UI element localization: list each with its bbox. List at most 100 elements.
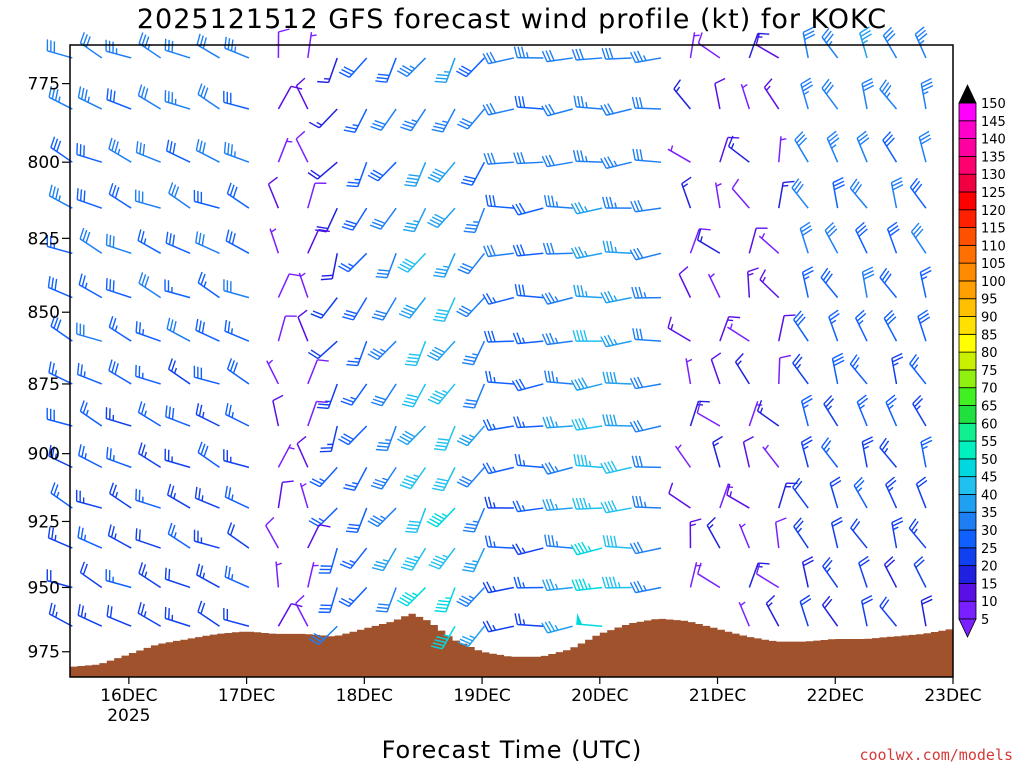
wind-barb-feather [374,478,386,484]
wind-barb-shaft [801,272,809,298]
wind-barb-feather [429,351,441,359]
wind-barb-shaft [223,618,250,627]
wind-barb [342,297,368,321]
wind-barb [601,576,632,589]
colorbar-tick-label: 150 [981,97,1006,112]
wind-barb-feather [482,582,489,593]
wind-barb-shaft [50,325,73,342]
wind-barb-shaft [792,362,809,385]
wind-barb [631,96,662,110]
wind-barb-shaft [349,547,368,569]
colorbar-tick-label: 105 [981,257,1006,272]
wind-barb-half-feather [858,319,864,325]
wind-barb-half-feather [584,206,588,212]
wind-barb-feather [514,613,519,625]
wind-barb [307,228,330,254]
wind-barb-feather [609,371,614,384]
wind-barb-shaft [386,57,397,83]
wind-barb [511,378,544,392]
wind-barb-half-feather [677,444,682,450]
wind-barb-feather [105,233,108,246]
wind-barb-half-feather [888,404,894,410]
wind-barb-feather [408,174,420,177]
y-tick-label: 850 [28,303,60,323]
wind-barb-shaft [850,527,868,549]
wind-barb-feather [108,137,113,150]
wind-barb-half-feather [919,39,925,45]
wind-barb [76,362,103,385]
wind-barb-shaft [413,207,427,232]
wind-barb-half-feather [588,502,592,509]
wind-barb-shaft [885,484,898,509]
wind-barb-feather [514,453,519,466]
wind-barb-shaft [225,496,250,509]
wind-barb-shaft [748,401,759,427]
colorbar-box [958,440,977,460]
wind-barb-feather [456,440,468,447]
wind-barb-feather [860,29,871,38]
wind-barb-shaft [910,231,927,254]
wind-barb-feather [578,578,585,590]
wind-barb-feather [482,463,490,474]
wind-barb-shaft [697,239,721,254]
wind-barb-feather [433,125,445,130]
wind-barb-shaft [194,376,220,385]
wind-barb [542,416,573,429]
wind-barb-feather [520,152,526,164]
wind-barb-half-feather [114,491,119,498]
wind-barb-shaft [794,139,809,163]
wind-barb-shaft [76,153,103,163]
wind-barb-feather [338,438,349,446]
wind-barb-feather [821,437,830,448]
wind-barb-feather [800,598,812,606]
wind-barb-feather [800,77,812,85]
wind-barb-feather [112,280,115,292]
wind-barb-feather [76,188,79,200]
wind-barb-feather [47,276,51,288]
wind-barb-feather [606,240,610,253]
wind-barb-feather [486,103,493,115]
wind-barb [799,221,813,254]
wind-barb [428,547,456,570]
wind-barb-shaft [738,523,751,549]
wind-barb-shaft [879,88,898,110]
wind-barb-feather [862,81,874,88]
wind-barb-feather [486,245,493,257]
wind-barb-feather [311,635,322,643]
wind-barb-shaft [307,359,319,385]
wind-barb-feather [629,51,637,63]
wind-barb-feather [374,395,387,401]
wind-barb-feather [375,560,387,566]
wind-barb-feather [308,520,320,527]
wind-barb-feather [138,322,142,334]
wind-barb-shaft [791,187,809,209]
wind-barb [793,310,809,342]
wind-barb-feather [482,419,489,431]
wind-barb-feather [403,400,416,405]
wind-barb [427,340,456,362]
wind-barb-feather [224,485,228,498]
wind-barb-feather [580,285,585,297]
wind-barb-shaft [546,57,573,63]
wind-barb [738,601,751,627]
wind-barb-feather [456,600,468,608]
credit-link[interactable]: coolwx.com/models [859,746,1013,764]
wind-barb-half-feather [231,494,234,501]
wind-barb-half-feather [310,34,317,37]
wind-barb [135,364,161,385]
wind-barb-shaft [685,358,692,385]
wind-barb [105,278,132,299]
wind-barb-half-feather [443,265,449,268]
wind-barb-shaft [168,192,191,209]
wind-barb-feather [859,137,870,146]
wind-barb-feather [549,242,555,254]
wind-barb-shaft [76,333,102,342]
wind-barb-feather [296,435,307,445]
wind-barb [46,569,73,589]
wind-barb-feather [402,563,415,568]
wind-barb [402,207,427,233]
wind-barb-shaft [546,545,573,549]
wind-barb [308,625,338,646]
wind-barb-shaft [329,587,338,613]
wind-barb-feather [543,194,548,207]
